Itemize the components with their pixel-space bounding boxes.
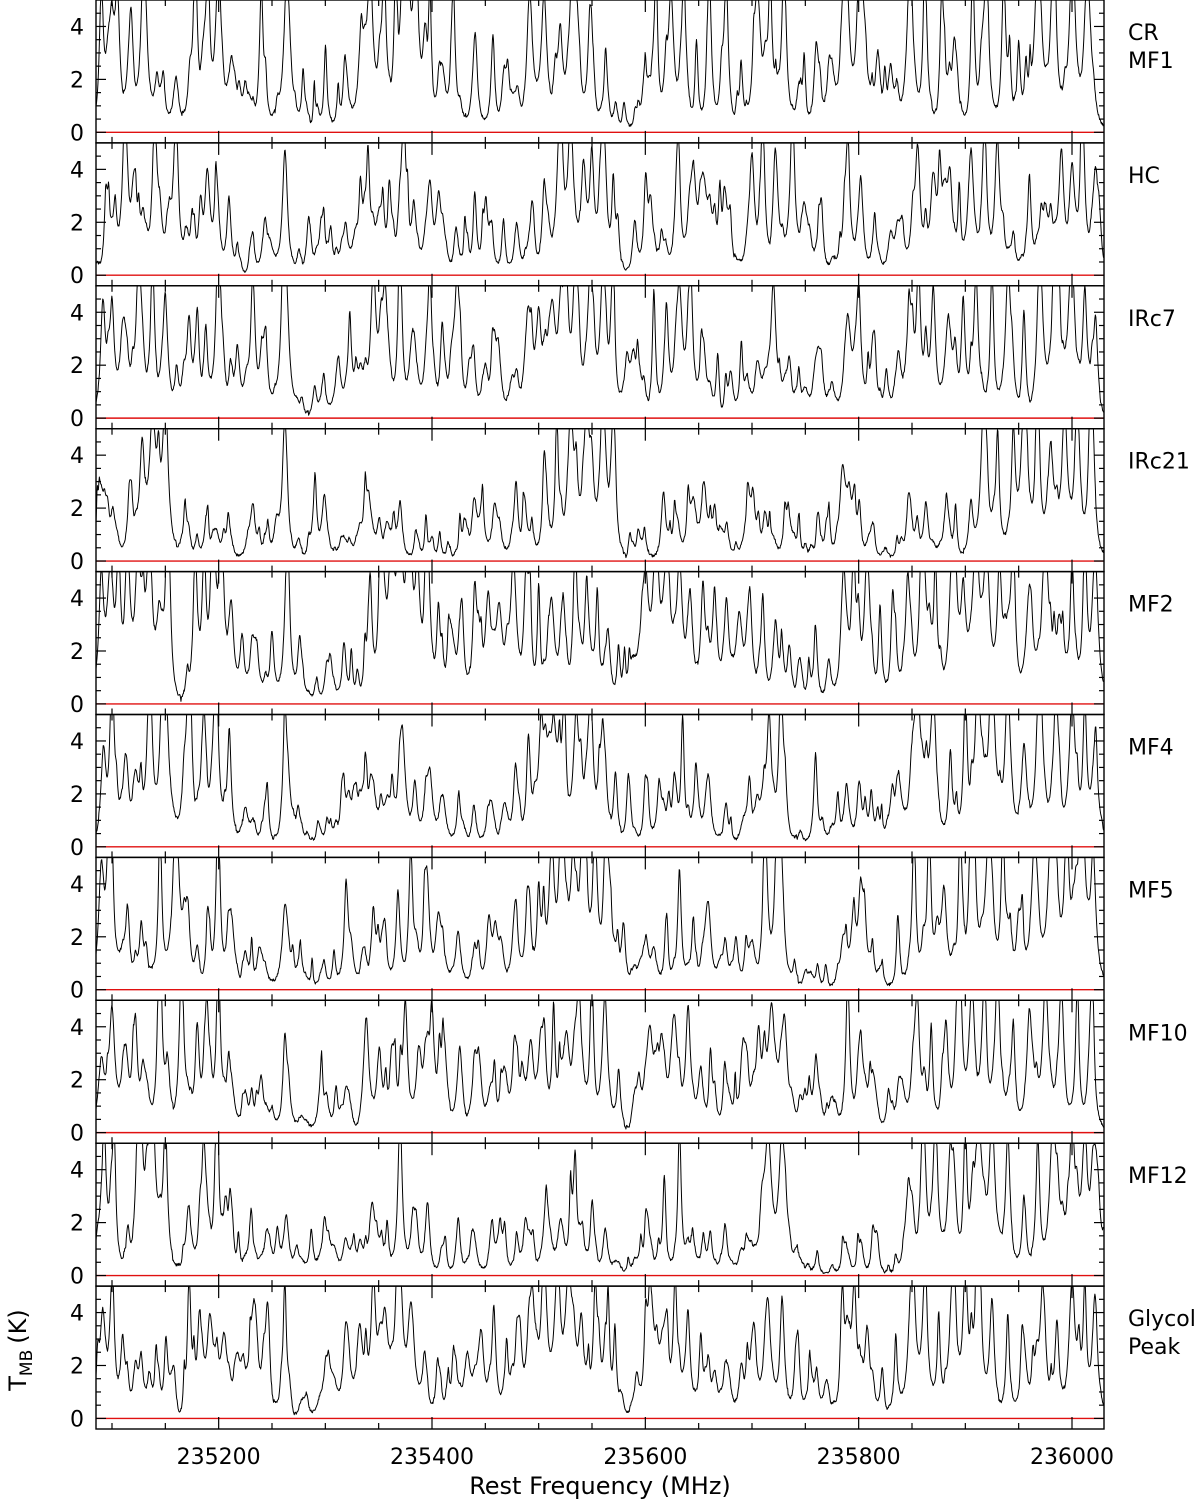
panel-cr-mf1: 0 2 4 CR MF1	[70, 0, 1174, 146]
y-tick-label: 0	[70, 1265, 84, 1290]
panel-label: Peak	[1128, 1335, 1180, 1360]
spectrum-line	[96, 285, 1104, 416]
panel-label: MF1	[1128, 49, 1174, 74]
y-tick-label: 4	[70, 1159, 84, 1184]
x-axis-label: Rest Frequency (MHz)	[469, 1472, 731, 1500]
panel-irc21: 0 2 4 IRc21	[70, 428, 1190, 575]
y-tick-label: 4	[70, 873, 84, 898]
y-axis-label: TMB (K)	[4, 1309, 37, 1391]
panel-label: MF10	[1128, 1021, 1188, 1046]
y-axis-label-subscript: MB	[17, 1350, 37, 1376]
panel-glycol-peak: 0 2 4 Glycol Peak	[70, 1285, 1196, 1432]
panel-frame	[95, 1142, 1105, 1287]
panel-mf4: 0 2 4 MF4	[70, 713, 1174, 861]
y-tick-label: 0	[70, 693, 84, 718]
panel-frame	[95, 999, 1105, 1144]
panel-mf2: 0 2 4 MF2	[70, 570, 1174, 718]
y-tick-label: 2	[70, 1354, 84, 1379]
y-tick-label: 0	[70, 121, 84, 146]
panel-label: IRc7	[1128, 307, 1176, 332]
y-tick-label: 0	[70, 264, 84, 289]
y-tick-label: 4	[70, 1302, 84, 1327]
spectrum-line	[96, 1286, 1104, 1416]
panel-frame	[95, 0, 1105, 144]
y-tick-label: 0	[70, 407, 84, 432]
panel-label: MF12	[1128, 1164, 1188, 1189]
y-tick-label: 0	[70, 979, 84, 1004]
y-tick-label: 4	[70, 15, 84, 40]
spectrum-line	[96, 0, 1104, 127]
y-tick-label: 4	[70, 587, 84, 612]
panel-mf10: 0 2 4 MF10	[70, 999, 1188, 1147]
panel-label: MF4	[1128, 736, 1174, 761]
spectrum-line	[96, 714, 1104, 842]
y-tick-label: 2	[70, 211, 84, 236]
panel-frame	[95, 1285, 1105, 1430]
y-tick-label: 4	[70, 1016, 84, 1041]
y-tick-label: 2	[70, 1212, 84, 1237]
panel-label: IRc21	[1128, 450, 1190, 475]
spectrum-line	[96, 857, 1104, 987]
y-tick-label: 2	[70, 926, 84, 951]
panel-frame	[95, 570, 1105, 716]
y-tick-label: 4	[70, 301, 84, 326]
panel-mf5: 0 2 4 MF5	[70, 856, 1174, 1004]
y-tick-label: 2	[70, 68, 84, 93]
spectrum-line	[96, 142, 1104, 273]
spectrum-line	[96, 428, 1104, 559]
x-tick-labels: 235200 235400 235600 235800 236000	[177, 1445, 1114, 1470]
panel-label: CR	[1128, 21, 1159, 46]
y-tick-label: 2	[70, 783, 84, 808]
panel-hc: 0 2 4 HC	[70, 142, 1160, 289]
y-axis-label-main: T	[4, 1376, 32, 1392]
y-axis-label-unit: (K)	[4, 1309, 32, 1343]
y-tick-label: 4	[70, 444, 84, 469]
panel-label: HC	[1128, 164, 1160, 189]
panel-frame	[95, 713, 1105, 859]
x-tick-label: 235200	[177, 1445, 261, 1470]
y-tick-label: 2	[70, 640, 84, 665]
y-tick-label: 4	[70, 730, 84, 755]
panel-mf12: 0 2 4 MF12	[70, 1142, 1188, 1290]
y-tick-label: 2	[70, 1069, 84, 1094]
x-tick-label: 235800	[817, 1445, 901, 1470]
y-tick-label: 2	[70, 497, 84, 522]
panel-label: MF5	[1128, 878, 1174, 903]
panel-label: Glycol	[1128, 1307, 1196, 1332]
spectrum-line	[96, 1143, 1104, 1275]
spectrum-line	[96, 1000, 1104, 1130]
y-tick-label: 0	[70, 1122, 84, 1147]
panel-frame	[95, 856, 1105, 1002]
y-tick-label: 0	[70, 1407, 84, 1432]
x-tick-label: 236000	[1030, 1445, 1114, 1470]
panel-irc7: 0 2 4 IRc7	[70, 285, 1176, 432]
x-tick-label: 235600	[603, 1445, 687, 1470]
y-tick-label: 0	[70, 550, 84, 575]
panel-label: MF2	[1128, 593, 1174, 618]
x-tick-label: 235400	[390, 1445, 474, 1470]
y-tick-label: 2	[70, 354, 84, 379]
panel-frame	[95, 285, 1105, 430]
spectrum-line	[96, 571, 1104, 702]
y-tick-label: 4	[70, 158, 84, 183]
y-tick-label: 0	[70, 836, 84, 861]
